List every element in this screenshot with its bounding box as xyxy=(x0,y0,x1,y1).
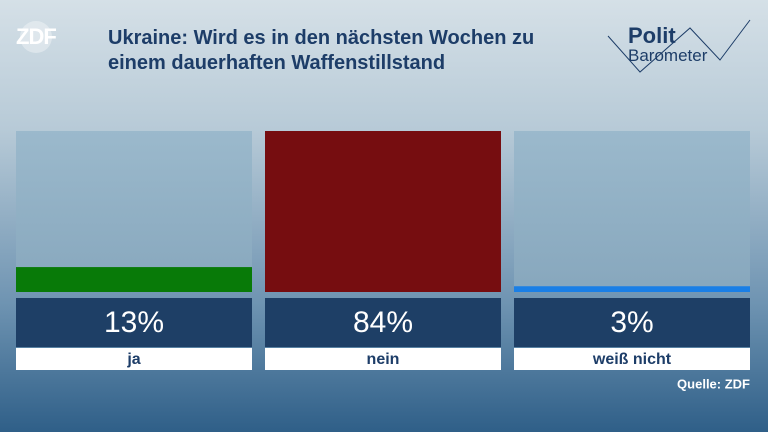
category-label: weiß nicht xyxy=(592,351,672,368)
category-label: nein xyxy=(367,351,400,368)
bar-panel xyxy=(514,131,750,292)
channel-logo: ZDF xyxy=(16,24,57,49)
bar-panel xyxy=(16,131,252,292)
value-box xyxy=(265,298,501,347)
category-box xyxy=(265,348,501,370)
show-logo-line: Polit xyxy=(628,23,676,48)
bar xyxy=(265,131,501,292)
value-box xyxy=(16,298,252,347)
logo-disc xyxy=(20,21,52,53)
category-box xyxy=(16,348,252,370)
category-label: ja xyxy=(126,351,140,368)
show-logo-line: Barometer xyxy=(628,46,708,65)
value-label: 3% xyxy=(610,306,653,339)
value-box xyxy=(514,298,750,347)
source: Quelle: ZDF xyxy=(677,376,750,391)
chart-title: Ukraine: Wird es in den nächsten Wochen … xyxy=(108,27,535,74)
category-box xyxy=(514,348,750,370)
brand-line xyxy=(607,19,751,73)
bar xyxy=(514,286,750,292)
show-logo: Polit Barometer xyxy=(628,23,708,66)
bar xyxy=(16,267,252,292)
value-label: 13% xyxy=(104,306,164,339)
value-label: 84% xyxy=(353,306,413,339)
